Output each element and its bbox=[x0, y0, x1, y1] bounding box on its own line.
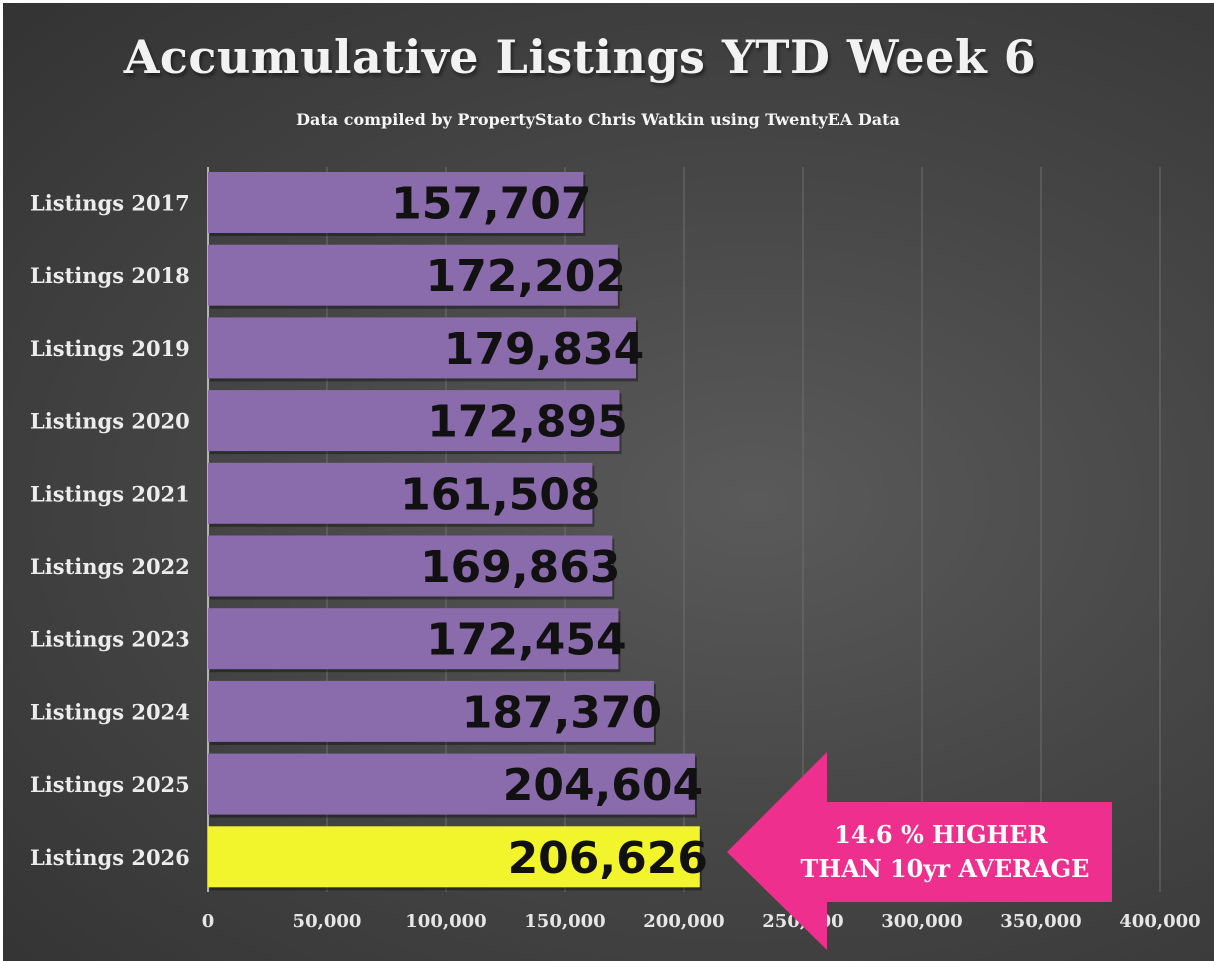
annotation-callout: 14.6 % HIGHER THAN 10yr AVERAGE bbox=[727, 752, 1112, 950]
category-label: Listings 2017 bbox=[30, 191, 190, 216]
x-tick-label: 400,000 bbox=[1119, 911, 1200, 932]
data-label: 187,370 bbox=[462, 687, 662, 738]
x-tick-label: 0 bbox=[202, 911, 215, 932]
category-label: Listings 2026 bbox=[30, 845, 190, 870]
chart-title: Accumulative Listings YTD Week 6 bbox=[123, 30, 1037, 84]
category-label: Listings 2024 bbox=[30, 699, 190, 724]
category-label: Listings 2021 bbox=[30, 481, 190, 506]
category-label: Listings 2023 bbox=[30, 627, 190, 652]
bar bbox=[208, 244, 618, 306]
category-label: Listings 2018 bbox=[30, 263, 190, 288]
category-label: Listings 2019 bbox=[30, 336, 190, 361]
callout-line-2: THAN 10yr AVERAGE bbox=[801, 854, 1090, 883]
callout-text: 14.6 % HIGHER THAN 10yr AVERAGE bbox=[801, 820, 1090, 883]
bar bbox=[208, 317, 637, 379]
callout-line-1: 14.6 % HIGHER bbox=[834, 820, 1048, 849]
callout-arrow-shape bbox=[727, 752, 1112, 950]
bar bbox=[208, 172, 584, 233]
x-axis-tick-labels: 050,000100,000150,000200,000250,000300,0… bbox=[202, 911, 1201, 932]
category-labels: Listings 2017 Listings 2018 Listings 2019 L… bbox=[30, 191, 190, 870]
category-label: Listings 2025 bbox=[30, 772, 190, 797]
bar bbox=[208, 753, 695, 815]
x-tick-label: 300,000 bbox=[881, 911, 962, 932]
top-border bbox=[0, 0, 1214, 3]
data-label: 161,508 bbox=[400, 469, 600, 520]
x-tick-label: 50,000 bbox=[293, 911, 362, 932]
category-label: Listings 2020 bbox=[30, 409, 190, 434]
data-label: 157,707 bbox=[391, 179, 591, 230]
data-label: 172,895 bbox=[427, 397, 627, 448]
data-label: 169,863 bbox=[420, 542, 620, 593]
x-tick-label: 200,000 bbox=[643, 911, 724, 932]
data-label: 172,202 bbox=[426, 251, 626, 302]
bar bbox=[208, 680, 654, 742]
chart-subtitle: Data compiled by PropertyStato Chris Wat… bbox=[296, 110, 900, 129]
bar bbox=[208, 608, 619, 670]
data-label: 206,626 bbox=[508, 833, 708, 884]
data-label: 172,454 bbox=[426, 615, 626, 666]
data-label: 204,604 bbox=[503, 760, 703, 811]
bar bbox=[208, 390, 620, 452]
x-tick-label: 350,000 bbox=[1000, 911, 1081, 932]
x-tick-label: 100,000 bbox=[405, 911, 486, 932]
data-label: 179,834 bbox=[444, 324, 644, 375]
bar bbox=[208, 535, 613, 597]
x-tick-label: 150,000 bbox=[524, 911, 605, 932]
bar-highlight bbox=[208, 826, 700, 888]
bar bbox=[208, 462, 593, 524]
category-label: Listings 2022 bbox=[30, 554, 190, 579]
bars: 157,707 172,202 179,834 172,895 161,508 169,8… bbox=[208, 172, 708, 891]
